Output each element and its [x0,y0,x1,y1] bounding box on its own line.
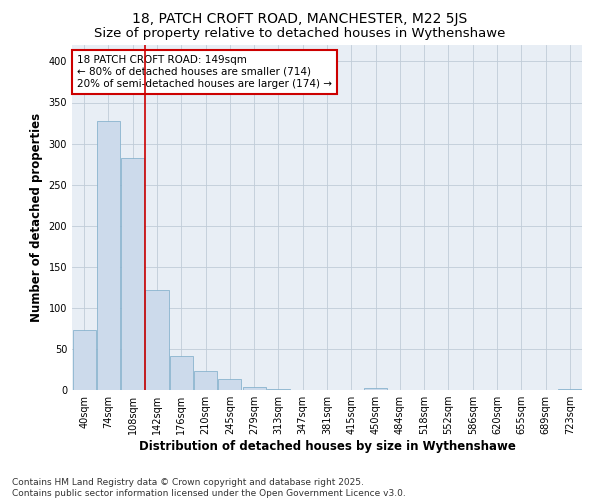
Bar [364,388,387,390]
X-axis label: Distribution of detached houses by size in Wythenshawe: Distribution of detached houses by size … [139,440,515,453]
Bar [267,389,290,390]
Bar [145,290,169,390]
Bar [170,356,193,390]
Text: 18 PATCH CROFT ROAD: 149sqm
← 80% of detached houses are smaller (714)
20% of se: 18 PATCH CROFT ROAD: 149sqm ← 80% of det… [77,56,332,88]
Bar [194,371,217,390]
Bar [73,330,95,390]
Y-axis label: Number of detached properties: Number of detached properties [30,113,43,322]
Bar [242,386,266,390]
Bar [121,158,144,390]
Bar [559,389,581,390]
Text: 18, PATCH CROFT ROAD, MANCHESTER, M22 5JS: 18, PATCH CROFT ROAD, MANCHESTER, M22 5J… [133,12,467,26]
Bar [218,380,241,390]
Bar [97,122,120,390]
Text: Contains HM Land Registry data © Crown copyright and database right 2025.
Contai: Contains HM Land Registry data © Crown c… [12,478,406,498]
Text: Size of property relative to detached houses in Wythenshawe: Size of property relative to detached ho… [94,28,506,40]
